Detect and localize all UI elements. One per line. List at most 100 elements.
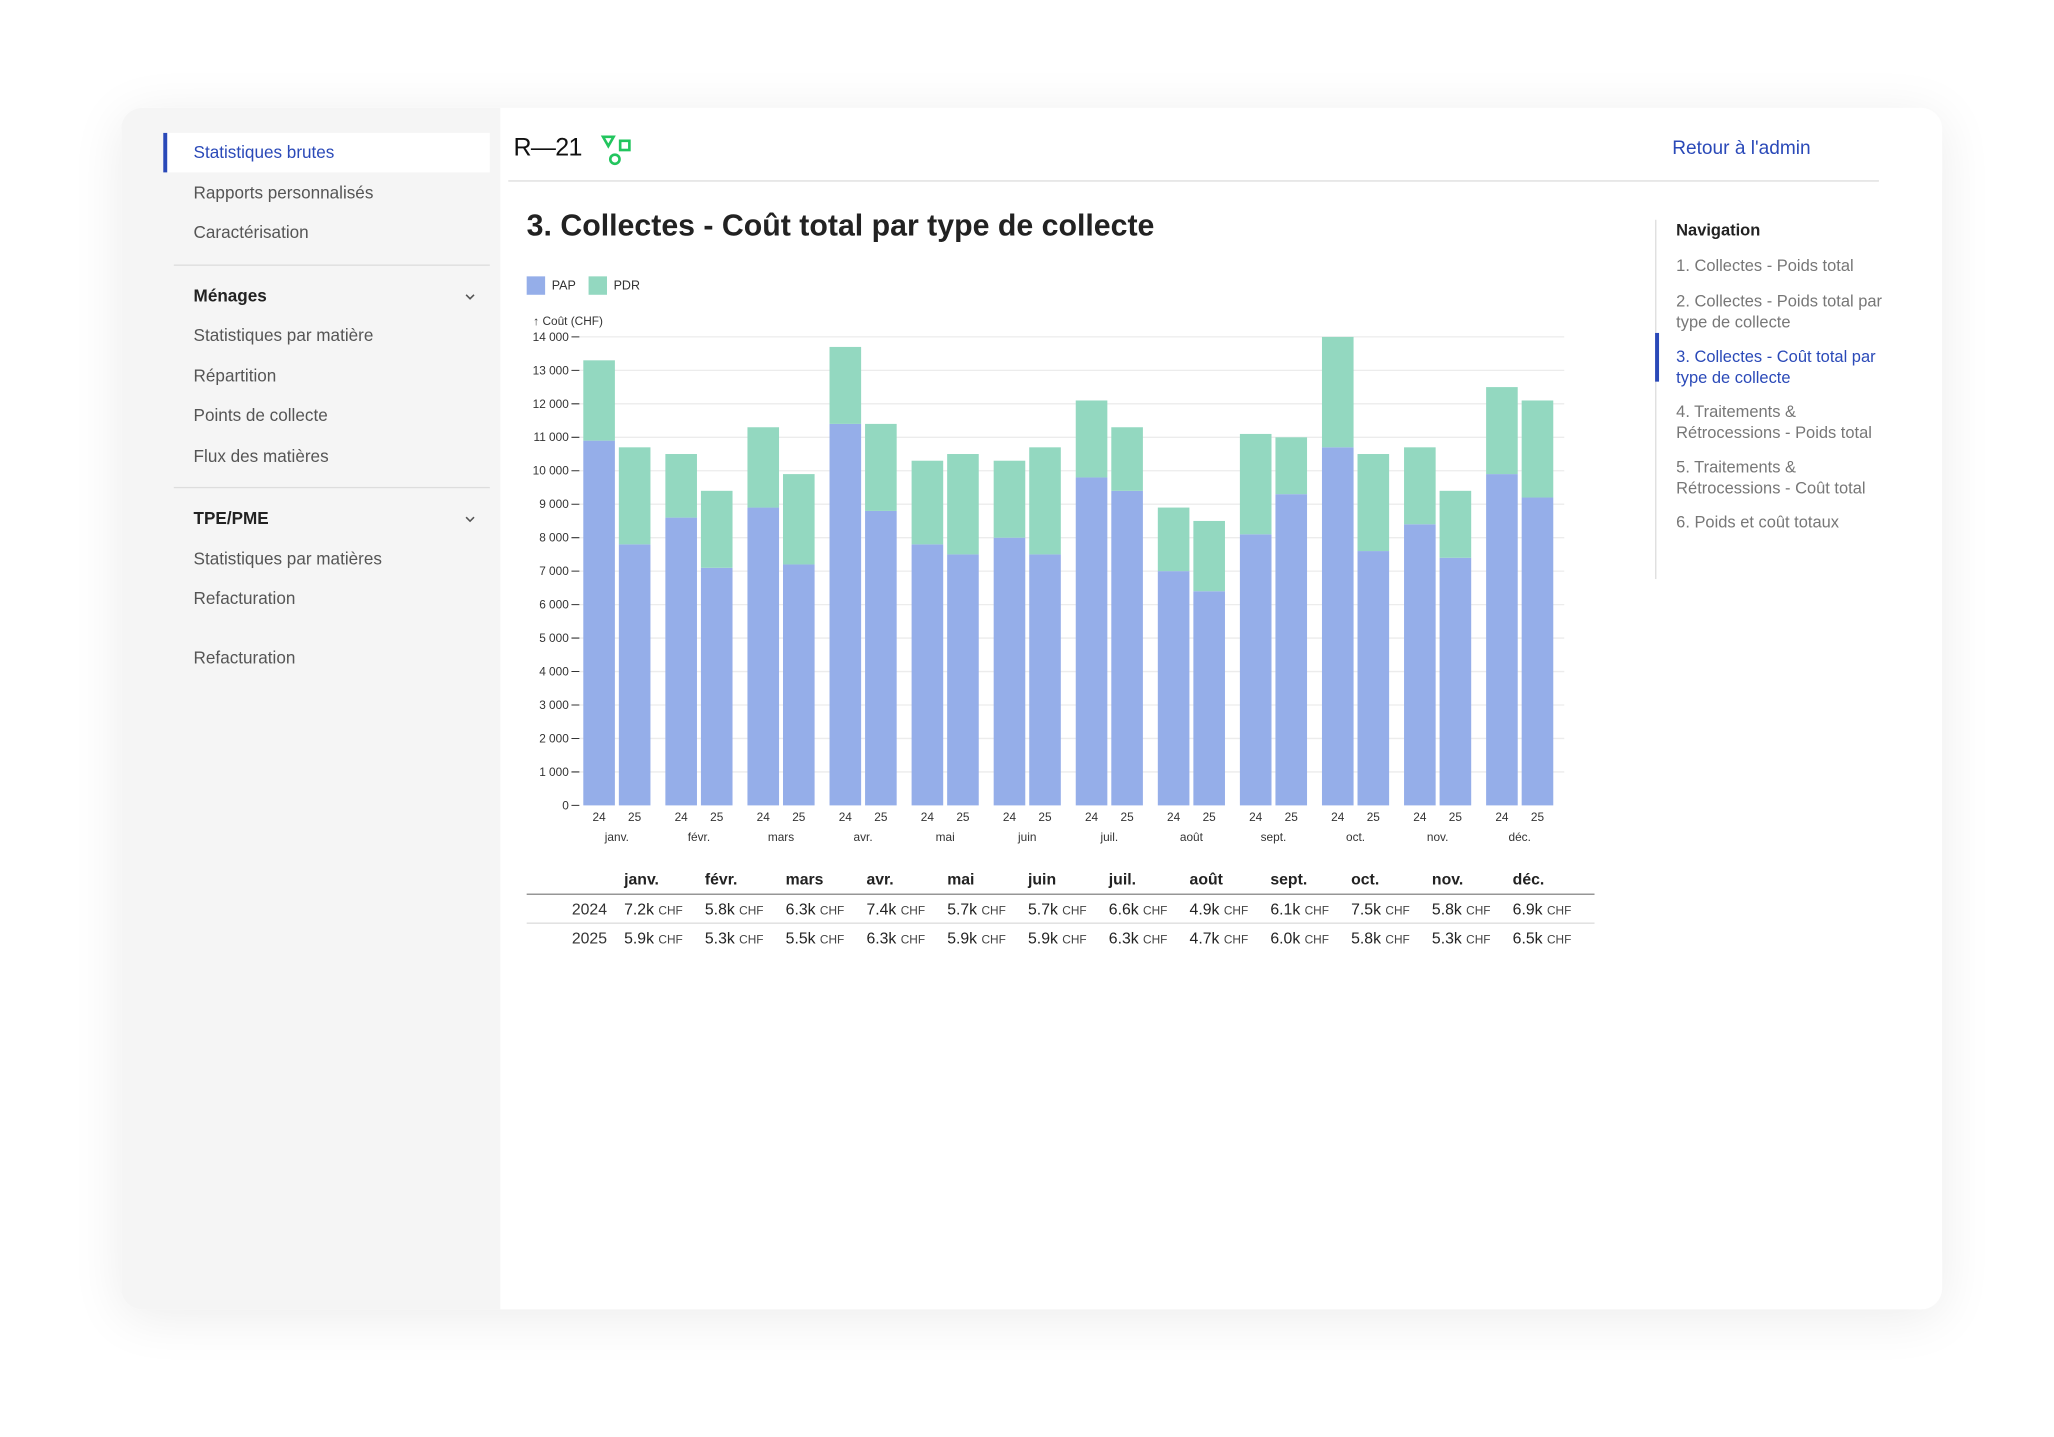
cell-unit: CHF (900, 932, 926, 946)
sidebar-link[interactable]: Flux des matières (193, 445, 329, 466)
table-header-rule (526, 893, 1595, 895)
sidebar-divider (173, 263, 490, 266)
bar-segment (1075, 400, 1108, 478)
x-tick-label: 24 (1331, 810, 1345, 824)
bar-segment (782, 564, 815, 806)
bar-segment (700, 490, 733, 568)
cell-unit: CHF (1223, 932, 1249, 946)
table-row-rule (526, 922, 1595, 924)
cell-value: 6.5k (1512, 928, 1543, 947)
bar-segment (1075, 477, 1108, 806)
cell-unit: CHF (1223, 904, 1249, 918)
y-tick-label: 2 000 (539, 731, 569, 745)
x-tick-label: 24 (921, 810, 935, 824)
x-tick-label: 25 (956, 810, 970, 824)
x-tick-label: 25 (628, 810, 642, 824)
table-header: oct. (1351, 869, 1380, 889)
cell-value: 5.5k (785, 928, 816, 947)
bar-segment (700, 567, 733, 806)
table-cell: 5.8k CHF (705, 900, 764, 918)
table-cell: 6.3k CHF (866, 928, 925, 946)
bar-segment (911, 460, 944, 545)
x-tick-label: 25 (1285, 810, 1299, 824)
bar-segment (1029, 447, 1061, 555)
bar-segment (1521, 400, 1554, 498)
cell-unit: CHF (900, 904, 926, 918)
table-cell: 5.9k CHF (624, 928, 683, 946)
nav-link[interactable]: 5. Traitements & Rétrocessions - Coût to… (1676, 457, 1866, 497)
cell-unit: CHF (1546, 904, 1572, 918)
table-cell: 5.9k CHF (947, 928, 1006, 946)
cell-unit: CHF (1466, 904, 1491, 918)
sidebar-link[interactable]: Refacturation (193, 588, 296, 608)
sidebar-link[interactable]: Rapports personnalisés (193, 182, 374, 203)
sidebar-link[interactable]: Répartition (193, 365, 277, 385)
cell-value: 5.3k (1431, 928, 1462, 947)
x-tick-label: 25 (1531, 810, 1545, 824)
back-link[interactable]: Retour à l'admin (1672, 138, 1811, 160)
cell-unit: CHF (819, 904, 845, 918)
nav-link[interactable]: 1. Collectes - Poids total (1676, 256, 1854, 276)
bar-segment (1439, 490, 1472, 558)
cell-unit: CHF (739, 932, 764, 946)
x-tick-label: 24 (593, 810, 607, 824)
table-cell: 5.3k CHF (1432, 928, 1491, 946)
bar-segment (665, 517, 697, 806)
cell-value: 4.9k (1189, 900, 1220, 919)
cell-value: 5.8k (1351, 928, 1381, 947)
nav-link[interactable]: 3. Collectes - Coût total par type de co… (1676, 347, 1876, 387)
bar-segment (911, 544, 944, 806)
table-cell: 6.6k CHF (1109, 900, 1168, 918)
cell-value: 7.4k (866, 900, 897, 919)
cell-unit: CHF (739, 904, 764, 918)
table-cell: 5.8k CHF (1351, 928, 1410, 946)
bar-segment (993, 537, 1026, 806)
bar-segment (1357, 551, 1390, 806)
x-tick-label: 25 (1367, 810, 1381, 824)
cell-value: 6.9k (1512, 900, 1543, 919)
cell-value: 4.7k (1189, 928, 1220, 947)
y-tick-label: 8 000 (539, 531, 569, 545)
table-cell: 5.8k CHF (1432, 900, 1491, 918)
bar-segment (1275, 437, 1308, 495)
x-group-label: août (1180, 830, 1204, 844)
bar-segment (1275, 494, 1308, 806)
sidebar-section-title[interactable]: TPE/PME (193, 507, 269, 528)
bar-segment (865, 510, 897, 806)
x-group-label: sept. (1261, 830, 1287, 844)
sidebar-link[interactable]: Statistiques par matière (193, 325, 374, 345)
bar-segment (1404, 447, 1436, 525)
y-tick-label: 4 000 (539, 664, 569, 678)
active-item-bar (163, 132, 168, 173)
cell-value: 6.0k (1270, 928, 1301, 947)
sidebar-link[interactable]: Statistiques par matières (193, 548, 382, 568)
sidebar-link[interactable]: Statistiques brutes (193, 142, 335, 162)
chevron (465, 516, 475, 523)
bar-segment (747, 507, 780, 806)
sidebar-link[interactable]: Refacturation (193, 646, 296, 667)
sidebar-link[interactable]: Points de collecte (193, 405, 328, 426)
bar-segment (1111, 427, 1143, 491)
bar-segment (1357, 454, 1390, 552)
cell-value: 6.3k (1108, 928, 1139, 947)
bar-segment (1486, 474, 1518, 806)
y-tick-label: 5 000 (539, 631, 569, 645)
cell-value: 6.6k (1108, 900, 1139, 919)
table-header: avr. (866, 869, 894, 889)
nav-rule (1655, 219, 1657, 580)
nav-link[interactable]: 6. Poids et coût totaux (1676, 513, 1840, 532)
x-tick-label: 24 (1167, 810, 1181, 824)
sidebar-link[interactable]: Caractérisation (193, 222, 309, 243)
bar-segment (947, 554, 979, 806)
table-header: févr. (704, 869, 738, 889)
cell-value: 5.7k (947, 900, 978, 919)
table-header: déc. (1512, 869, 1545, 889)
cell-value: 5.8k (1431, 900, 1462, 919)
bar-segment (1486, 387, 1518, 475)
header-divider (508, 180, 1879, 182)
sidebar-section-title[interactable]: Ménages (193, 284, 267, 305)
nav-link[interactable]: 4. Traitements & Rétrocessions - Poids t… (1676, 402, 1872, 442)
card (121, 107, 1943, 1310)
nav-link[interactable]: 2. Collectes - Poids total par type de c… (1676, 292, 1882, 332)
y-tick-label: 12 000 (533, 397, 570, 411)
